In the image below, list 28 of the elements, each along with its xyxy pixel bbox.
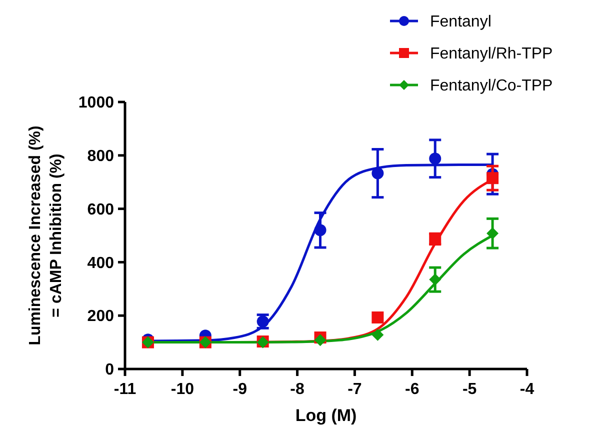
- x-tick-label: -4: [520, 381, 534, 398]
- legend-label: Fentanyl/Rh-TPP: [430, 46, 553, 63]
- y-tick-label: 800: [87, 148, 114, 165]
- x-tick-label: -11: [114, 381, 136, 398]
- point: [429, 274, 442, 286]
- x-tick-label: -6: [405, 381, 420, 398]
- y-tick-label: 200: [87, 308, 114, 326]
- y-tick-label: 1000: [78, 94, 114, 112]
- point: [372, 311, 384, 324]
- point: [429, 152, 442, 165]
- y-tick-label: 600: [87, 201, 114, 218]
- point: [372, 328, 384, 341]
- point: [486, 227, 499, 240]
- point: [372, 167, 384, 180]
- x-axis-title: Log (M): [295, 406, 357, 425]
- x-tick-label: -8: [290, 381, 304, 398]
- x-tick-label: -10: [170, 381, 194, 398]
- y-axis-title: Luminescence Increased (%) = cAMP Inhibition (%): [27, 126, 65, 346]
- point: [314, 334, 326, 346]
- point: [314, 224, 326, 236]
- point: [486, 172, 499, 184]
- y-tick-label: 0: [105, 362, 114, 379]
- legend-label: Fentanyl: [430, 14, 492, 31]
- x-tick-label: -5: [462, 381, 477, 398]
- legend-label: Fentanyl/Co-TPP: [430, 78, 553, 95]
- x-tick-label: -7: [348, 381, 362, 398]
- x-tick-label: -9: [232, 381, 248, 398]
- y-tick-label: 400: [87, 254, 114, 272]
